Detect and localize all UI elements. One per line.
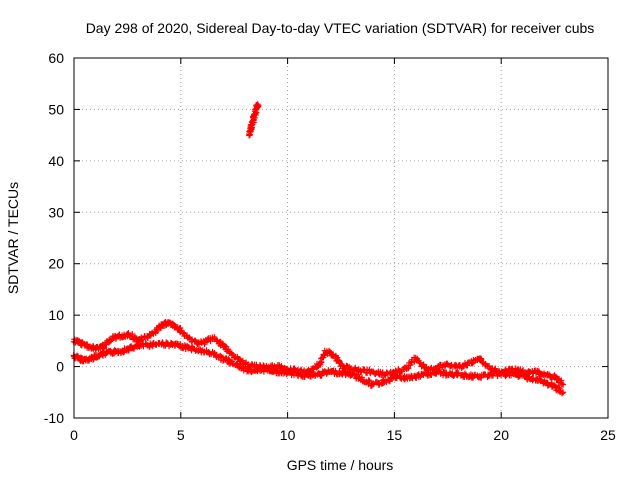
data-point — [222, 343, 229, 350]
x-tick-label: 5 — [177, 427, 185, 443]
y-axis-label: SDTVAR / TECUs — [5, 182, 21, 294]
y-tick-label: 0 — [56, 359, 64, 375]
y-tick-label: 50 — [48, 101, 64, 117]
y-tick-label: 20 — [48, 256, 64, 272]
data-point — [254, 101, 261, 108]
data-point — [439, 364, 446, 371]
data-point — [478, 374, 485, 381]
data-point — [469, 360, 476, 367]
data-point — [307, 369, 314, 376]
data-point — [317, 372, 324, 379]
x-tick-label: 10 — [280, 427, 296, 443]
y-tick-label: 30 — [48, 204, 64, 220]
data-point — [478, 358, 485, 365]
data-point — [219, 340, 226, 347]
data-point — [492, 365, 499, 372]
data-point — [255, 102, 262, 109]
y-tick-label: 10 — [48, 307, 64, 323]
x-tick-label: 25 — [600, 427, 616, 443]
data-marks — [70, 101, 567, 397]
chart-title: Day 298 of 2020, Sidereal Day-to-day VTE… — [86, 20, 595, 36]
x-tick-label: 0 — [70, 427, 78, 443]
data-point — [241, 360, 248, 367]
axis-ticks: 0 5 10 15 20 25 -10 0 10 20 30 40 50 60 — [44, 50, 616, 443]
data-point — [132, 334, 139, 341]
series-upper-band — [70, 318, 567, 388]
data-point — [357, 369, 364, 376]
series-outlier-segment — [246, 101, 262, 139]
grid — [74, 58, 608, 418]
data-point — [169, 320, 176, 327]
x-tick-label: 15 — [387, 427, 403, 443]
data-point — [560, 389, 567, 396]
x-axis-label: GPS time / hours — [287, 457, 394, 473]
data-point — [560, 381, 567, 388]
data-point — [552, 383, 559, 390]
y-tick-label: 40 — [48, 153, 64, 169]
plot-frame — [73, 57, 609, 419]
y-tick-label: -10 — [44, 410, 64, 426]
data-point — [555, 376, 562, 383]
x-tick-label: 20 — [493, 427, 509, 443]
data-point — [558, 380, 565, 387]
y-tick-label: 60 — [48, 50, 64, 66]
data-point — [237, 356, 244, 363]
data-point — [139, 336, 146, 343]
data-point — [544, 382, 551, 389]
data-point — [386, 378, 393, 385]
